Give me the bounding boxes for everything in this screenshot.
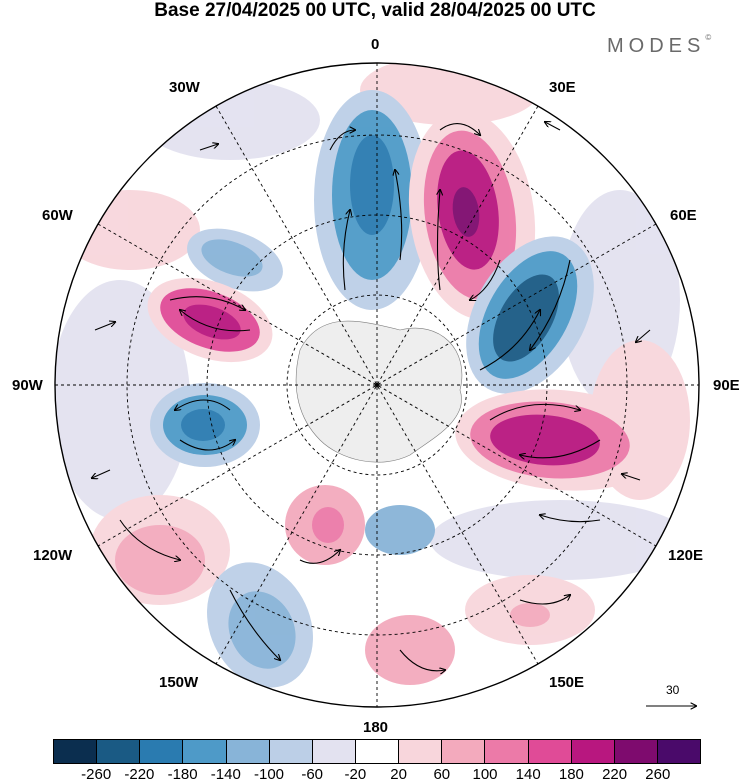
colorbar: [53, 739, 701, 764]
colorbar-tick-label: -260: [81, 766, 112, 783]
reference-vector-label: 30: [666, 683, 680, 697]
brand-name: MODES: [607, 35, 706, 57]
colorbar-segment: [268, 740, 312, 763]
colorbar-segment: [570, 740, 614, 763]
pole-marker: [375, 383, 379, 387]
colorbar-segment: [527, 740, 571, 763]
map-boundary: [54, 62, 700, 708]
colorbar-tick-label: 260: [645, 766, 671, 783]
colorbar-tick-label: 220: [602, 766, 628, 783]
lon-label-180: 180: [363, 719, 389, 736]
lon-label-150w: 150W: [159, 674, 199, 691]
map-title: Base 27/04/2025 00 UTC, valid 28/04/2025…: [154, 0, 596, 21]
lon-label-90w: 90W: [12, 377, 43, 394]
wind-vectors: [92, 122, 651, 671]
lon-label-120w: 120W: [33, 547, 73, 564]
lon-label-120e: 120E: [668, 547, 704, 564]
colorbar-segment: [354, 740, 399, 763]
brand-logo: MODES©: [607, 33, 712, 58]
lon-label-60e: 60E: [670, 207, 697, 224]
lon-label-150e: 150E: [549, 674, 585, 691]
colorbar-segment: [311, 740, 355, 763]
colorbar-tick-label: 60: [433, 766, 451, 783]
brand-mark: ©: [705, 33, 712, 42]
colorbar-segment: [441, 740, 485, 763]
colorbar-tick-label: 180: [558, 766, 584, 783]
lon-label-90e: 90E: [713, 377, 740, 394]
colorbar-tick-label: -220: [124, 766, 155, 783]
colorbar-tick-label: 100: [472, 766, 498, 783]
colorbar-tick-label: -180: [167, 766, 198, 783]
anomaly-shading: [55, 63, 690, 688]
colorbar-tick-label: 20: [390, 766, 407, 783]
colorbar-segment: [398, 740, 442, 763]
colorbar-tick-label: -20: [344, 766, 367, 783]
lon-label-0: 0: [371, 36, 380, 53]
colorbar-tick-label: 140: [515, 766, 541, 783]
colorbar-segment: [54, 740, 97, 763]
lon-label-30e: 30E: [549, 79, 576, 96]
lon-label-30w: 30W: [169, 79, 200, 96]
colorbar-tick-label: -100: [253, 766, 285, 783]
colorbar-segment: [613, 740, 657, 763]
colorbar-segment: [139, 740, 183, 763]
colorbar-tick-labels: -260 -220 -180 -140 -100 -60 -20 20 60 100 140 180 2…: [0, 766, 750, 784]
colorbar-segment: [656, 740, 701, 763]
colorbar-segment: [484, 740, 528, 763]
colorbar-tick-label: -60: [301, 766, 324, 783]
colorbar-segment: [96, 740, 140, 763]
colorbar-segment: [182, 740, 226, 763]
graticule: [55, 63, 699, 707]
lon-label-60w: 60W: [42, 207, 73, 224]
colorbar-segment: [225, 740, 269, 763]
colorbar-tick-label: -140: [210, 766, 241, 783]
